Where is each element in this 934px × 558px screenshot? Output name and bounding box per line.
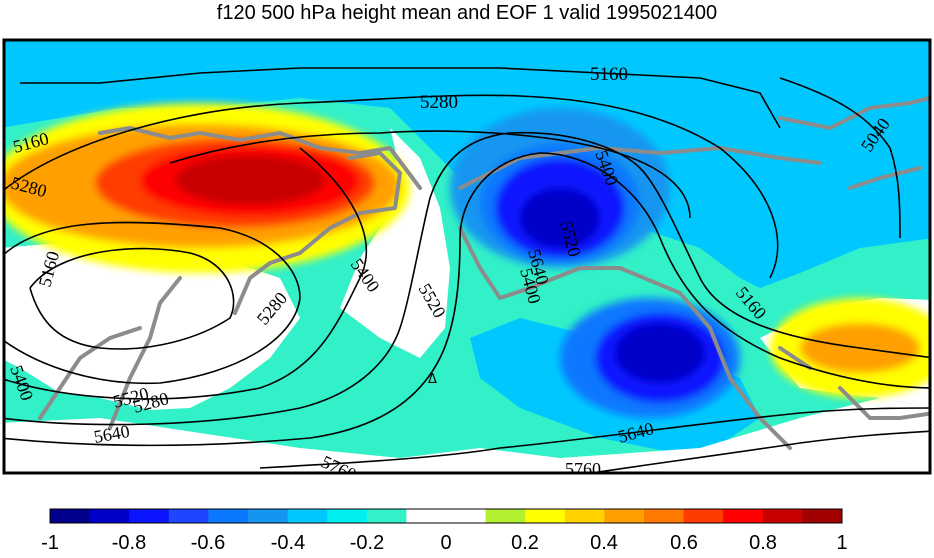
colorbar-swatch <box>89 509 130 523</box>
colorbar-tick-label: 0 <box>440 532 452 554</box>
colorbar-tick-label: -0.4 <box>270 532 306 554</box>
coastlines <box>38 96 930 450</box>
colorbar-swatch <box>525 509 566 523</box>
map-title: f120 500 hPa height mean and EOF 1 valid… <box>216 2 718 24</box>
field-blue-south-3 <box>615 323 705 383</box>
contour-5160-north <box>20 67 781 129</box>
eof-map: 5160 5280 5160 5280 5400 5520 5640 5160 … <box>2 38 932 478</box>
contour-5160-west <box>29 247 235 350</box>
colorbar-swatch <box>208 509 249 523</box>
field-white-mid <box>340 128 450 358</box>
colorbar-swatch <box>327 509 368 523</box>
colorbar-swatch <box>802 509 843 523</box>
colorbar-tick-label: -0.2 <box>349 532 385 554</box>
colorbar-swatch <box>723 509 764 523</box>
contour-label: 5760 <box>565 459 601 478</box>
colorbar-tick-label: 0.6 <box>670 532 698 554</box>
colorbar <box>49 508 843 524</box>
colorbar-tick-label: 0.2 <box>511 532 539 554</box>
colorbar-tick-label: 0.4 <box>590 532 618 554</box>
colorbar-tick-label: 0.8 <box>749 532 777 554</box>
colorbar-swatch <box>446 509 487 523</box>
colorbar-tick-label: 1 <box>836 532 848 554</box>
contour-5280-west <box>4 221 301 385</box>
colorbar-swatch <box>168 509 209 523</box>
colorbar-swatch <box>644 509 685 523</box>
contour-5760 <box>259 407 930 469</box>
field-white-south <box>4 398 930 473</box>
contour-label: 5160 <box>590 64 628 85</box>
contour-5640 <box>4 152 930 447</box>
colorbar-swatch <box>762 509 803 523</box>
contour-5760-b <box>586 430 930 473</box>
colorbar-swatch <box>129 509 170 523</box>
colorbar-swatch <box>485 509 526 523</box>
contour-label: 5280 <box>420 92 458 113</box>
station-marker: Δ <box>428 372 437 387</box>
colorbar-swatch <box>248 509 289 523</box>
colorbar-swatch <box>604 509 645 523</box>
contour-5400-west <box>4 147 368 400</box>
contour-5040 <box>779 77 901 239</box>
map-frame <box>2 38 932 475</box>
height-contours <box>4 67 930 473</box>
colorbar-frame <box>49 508 843 524</box>
colorbar-tick-label: -1 <box>41 532 59 554</box>
contour-5280-north <box>4 94 779 279</box>
colorbar-swatch <box>683 509 724 523</box>
colorbar-tick-label: -0.6 <box>190 532 226 554</box>
colorbar-swatch <box>366 509 407 523</box>
contour-5520 <box>4 131 930 426</box>
field-blue-north-4 <box>520 188 600 248</box>
field-dark-red-west <box>175 155 325 205</box>
colorbar-swatch <box>564 509 605 523</box>
colorbar-swatch <box>50 509 91 523</box>
colorbar-tick-label: -0.8 <box>111 532 147 554</box>
colorbar-swatch <box>406 509 447 523</box>
colorbar-swatch <box>287 509 328 523</box>
contour-5400-north <box>169 130 691 219</box>
